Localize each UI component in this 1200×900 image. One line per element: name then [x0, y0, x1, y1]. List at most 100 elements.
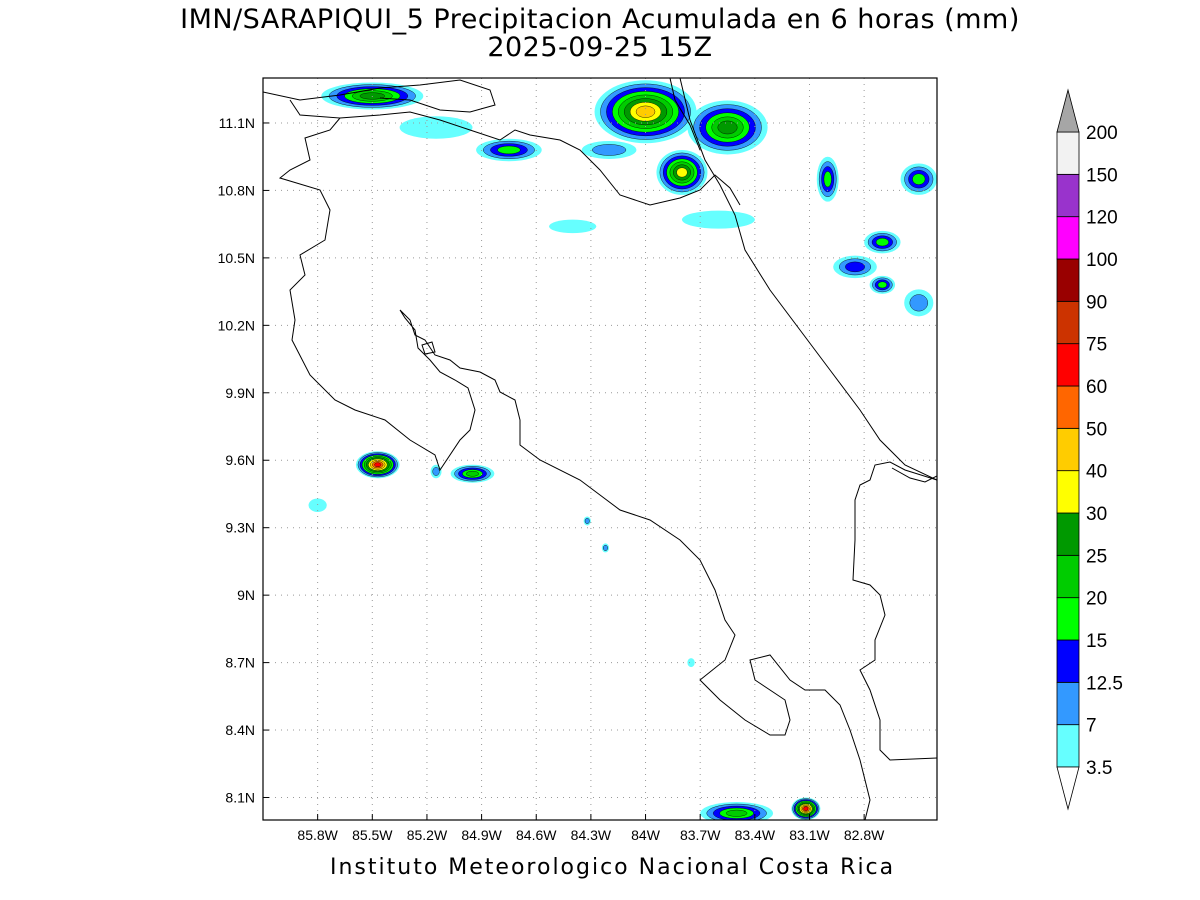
precip-cell	[450, 464, 495, 483]
colorbar-box	[1056, 597, 1080, 641]
lat-tick-label: 11.1N	[219, 115, 255, 131]
lon-tick-label: 85.2W	[407, 827, 448, 843]
precip-cell	[594, 80, 697, 144]
lon-tick-label: 85.5W	[352, 827, 393, 843]
lat-tick-label: 9.3N	[225, 520, 255, 536]
precip-contour	[875, 238, 889, 247]
colorbar-box	[1056, 639, 1080, 683]
colorbar-box	[1056, 385, 1080, 429]
precip-cell	[321, 82, 424, 110]
lat-tick-label: 10.5N	[218, 250, 255, 266]
precip-contour	[359, 92, 385, 100]
precip-contour	[603, 544, 608, 551]
precip-contour	[676, 167, 688, 178]
plot-frame	[262, 77, 938, 821]
precip-cell	[687, 100, 768, 155]
longitude-tick-labels: 85.8W 85.5W 85.2W 84.9W 84.6W 84.3W 84W 83.7W 83…	[297, 814, 885, 843]
colorbar-box	[1056, 554, 1080, 599]
precip-contour	[548, 219, 597, 234]
precip-cell	[583, 516, 591, 526]
lon-tick-label: 83.7W	[680, 827, 721, 843]
lat-tick-label: 8.7N	[225, 655, 255, 671]
lat-tick-label: 9.6N	[225, 452, 255, 468]
precip-cell	[476, 138, 542, 162]
colorbar-box	[1056, 300, 1080, 345]
colorbar-label: 12.5	[1086, 673, 1123, 694]
colorbar-box	[1056, 343, 1080, 387]
precip-cell	[904, 289, 934, 317]
lat-tick-label: 8.4N	[225, 722, 255, 738]
precip-cell	[430, 464, 442, 479]
colorbar-label: 200	[1086, 123, 1118, 144]
precip-contour	[845, 261, 865, 273]
colorbar-box	[1056, 258, 1080, 302]
colorbar-legend: 3.5 7 12.5 15 20 25 30 40 50 60 75 90 100 120 150 200	[1056, 88, 1123, 811]
lat-tick-label: 9.9N	[225, 385, 255, 401]
lon-tick-label: 85.8W	[297, 827, 338, 843]
precip-cell	[700, 802, 774, 820]
lat-tick-label: 8.1N	[225, 790, 255, 806]
lon-tick-label: 82.8W	[844, 827, 885, 843]
precip-contour	[592, 144, 627, 156]
lon-tick-label: 84W	[631, 827, 661, 843]
pacific-coastline	[278, 99, 871, 820]
lon-tick-label: 84.9W	[461, 827, 502, 843]
precip-contour	[308, 498, 327, 512]
precip-cell	[355, 451, 400, 479]
precip-contour	[584, 517, 590, 524]
precip-contour	[635, 105, 656, 118]
chart-title: IMN/SARAPIQUI_5 Precipitacion Acumulada …	[180, 4, 1020, 35]
colorbar-label: 90	[1086, 292, 1107, 313]
precip-cell	[399, 116, 473, 139]
precip-contour	[687, 658, 695, 668]
precip-cell	[681, 210, 755, 229]
precip-contour	[912, 173, 926, 185]
colorbar-label: 120	[1086, 208, 1118, 229]
caribbean-coastline	[679, 78, 937, 481]
precip-cell	[900, 163, 937, 195]
precip-cell	[308, 498, 327, 512]
nicaragua-border	[339, 111, 741, 206]
colorbar-box	[1056, 173, 1080, 218]
colorbar-label: 3.5	[1086, 758, 1112, 779]
precip-cell	[687, 658, 695, 668]
precip-contour	[877, 281, 887, 289]
precip-cell	[581, 140, 637, 159]
precipitation-layer	[308, 80, 937, 820]
colorbar-over-triangle	[1056, 88, 1080, 133]
lon-tick-label: 83.4W	[735, 827, 776, 843]
colorbar-label: 20	[1086, 589, 1107, 610]
lon-tick-label: 84.3W	[571, 827, 612, 843]
colorbar-label: 40	[1086, 462, 1107, 483]
island-chira	[421, 341, 436, 355]
precip-contour	[909, 294, 928, 312]
latitude-tick-labels: 11.1N 10.8N 10.5N 10.2N 9.9N 9.6N 9.3N 9N 8.7N 8.…	[218, 115, 269, 806]
precip-contour	[374, 462, 382, 467]
coastline-borders	[263, 78, 937, 820]
lat-tick-label: 10.8N	[218, 182, 255, 198]
precip-contour	[726, 809, 748, 817]
panama-border	[852, 461, 937, 761]
precip-cell	[548, 219, 597, 234]
precip-cell	[833, 255, 877, 279]
footer-credit: Instituto Meteorologico Nacional Costa R…	[330, 855, 896, 880]
lake-nicaragua-shore	[263, 79, 496, 113]
lat-tick-label: 10.2N	[218, 317, 255, 333]
precip-contour	[399, 116, 473, 139]
colorbar-box	[1056, 681, 1080, 726]
colorbar-label: 30	[1086, 504, 1107, 525]
colorbar-box	[1056, 470, 1080, 514]
grid-lines	[263, 78, 937, 820]
colorbar-label: 15	[1086, 631, 1107, 652]
chart-subtitle-datetime: 2025-09-25 15Z	[487, 32, 713, 63]
precip-cell	[816, 156, 839, 202]
precip-contour	[803, 806, 809, 811]
lon-tick-label: 84.6W	[516, 827, 557, 843]
precip-contour	[466, 470, 479, 477]
lon-tick-label: 83.1W	[789, 827, 830, 843]
colorbar-label: 150	[1086, 165, 1118, 186]
precip-contour	[823, 171, 832, 188]
precip-cell	[869, 275, 896, 294]
precip-contour	[681, 210, 755, 229]
